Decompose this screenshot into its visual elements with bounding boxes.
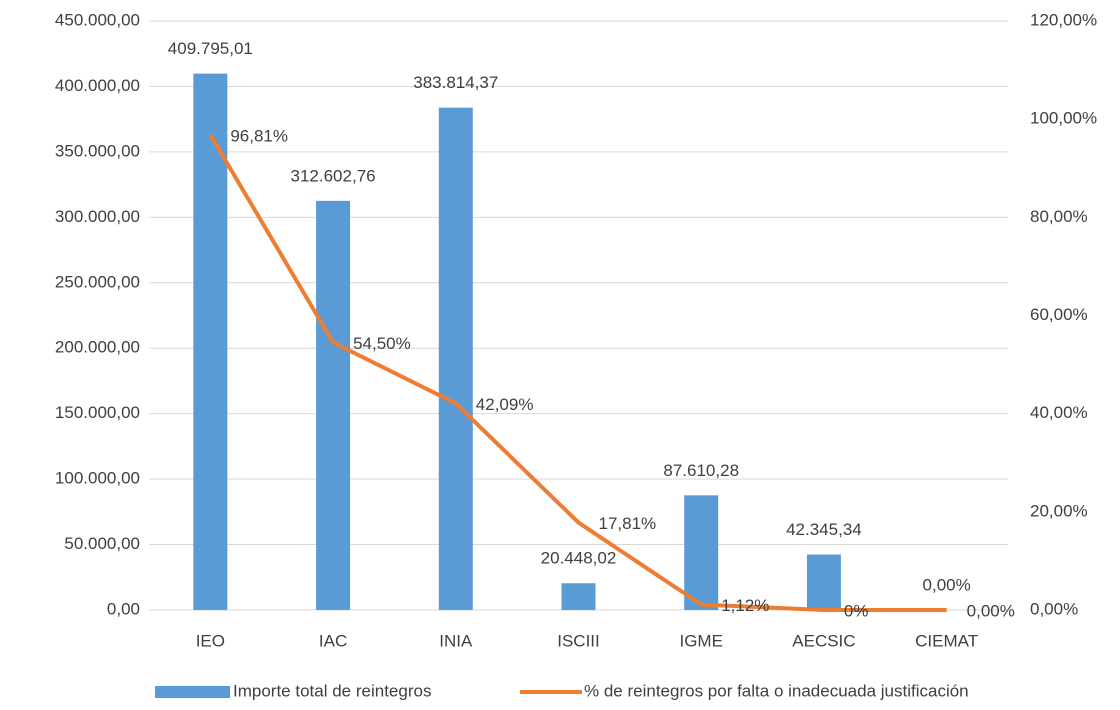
y2-tick-label: 0,00% xyxy=(1030,599,1078,618)
legend-label: % de reintegros por falta o inadecuada j… xyxy=(584,681,969,700)
y2-tick-label: 120,00% xyxy=(1030,10,1097,29)
x-tick-label: AECSIC xyxy=(792,631,855,650)
y-tick-label: 400.000,00 xyxy=(55,76,140,95)
line-value-label: 17,81% xyxy=(599,514,657,533)
x-tick-label: INIA xyxy=(439,631,473,650)
bar-value-label: 383.814,37 xyxy=(413,73,498,92)
line-value-label: 54,50% xyxy=(353,334,411,353)
x-tick-label: CIEMAT xyxy=(915,631,978,650)
y2-tick-label: 20,00% xyxy=(1030,501,1088,520)
line-value-label: 1,12% xyxy=(721,596,769,615)
bar xyxy=(684,495,719,610)
line-value-label: 42,09% xyxy=(476,395,534,414)
legend-swatch xyxy=(155,686,230,698)
x-tick-label: IAC xyxy=(319,631,347,650)
y2-tick-label: 100,00% xyxy=(1030,109,1097,128)
bar-value-label: 42.345,34 xyxy=(786,520,862,539)
bar xyxy=(316,200,351,611)
y-tick-label: 200.000,00 xyxy=(55,338,140,357)
y2-tick-label: 80,00% xyxy=(1030,207,1088,226)
line-value-label: 0% xyxy=(844,601,869,620)
line xyxy=(208,133,947,612)
y-tick-label: 100.000,00 xyxy=(55,469,140,488)
bar xyxy=(438,107,473,610)
x-tick-label: ISCIII xyxy=(557,631,600,650)
line-value-label: 96,81% xyxy=(230,126,288,145)
bar-value-label: 20.448,02 xyxy=(541,549,617,568)
legend-label: Importe total de reintegros xyxy=(233,681,431,700)
y2-tick-label: 60,00% xyxy=(1030,305,1088,324)
bar xyxy=(193,73,228,611)
y-tick-label: 50.000,00 xyxy=(64,534,140,553)
bar xyxy=(806,554,841,610)
x-tick-label: IEO xyxy=(196,631,225,650)
y-tick-label: 450.000,00 xyxy=(55,10,140,29)
y-tick-label: 150.000,00 xyxy=(55,403,140,422)
line-value-label: 0,00% xyxy=(967,601,1015,620)
y2-tick-label: 40,00% xyxy=(1030,403,1088,422)
bar-value-label: 312.602,76 xyxy=(291,166,376,185)
bar-value-label: 409.795,01 xyxy=(168,39,253,58)
y-tick-label: 300.000,00 xyxy=(55,207,140,226)
bar-value-label: 87.610,28 xyxy=(663,461,739,480)
y-tick-label: 250.000,00 xyxy=(55,272,140,291)
y-tick-label: 0,00 xyxy=(107,599,140,618)
bar-value-label: 0,00% xyxy=(923,575,971,594)
y-tick-label: 350.000,00 xyxy=(55,141,140,160)
bar xyxy=(561,583,596,610)
x-tick-label: IGME xyxy=(679,631,722,650)
